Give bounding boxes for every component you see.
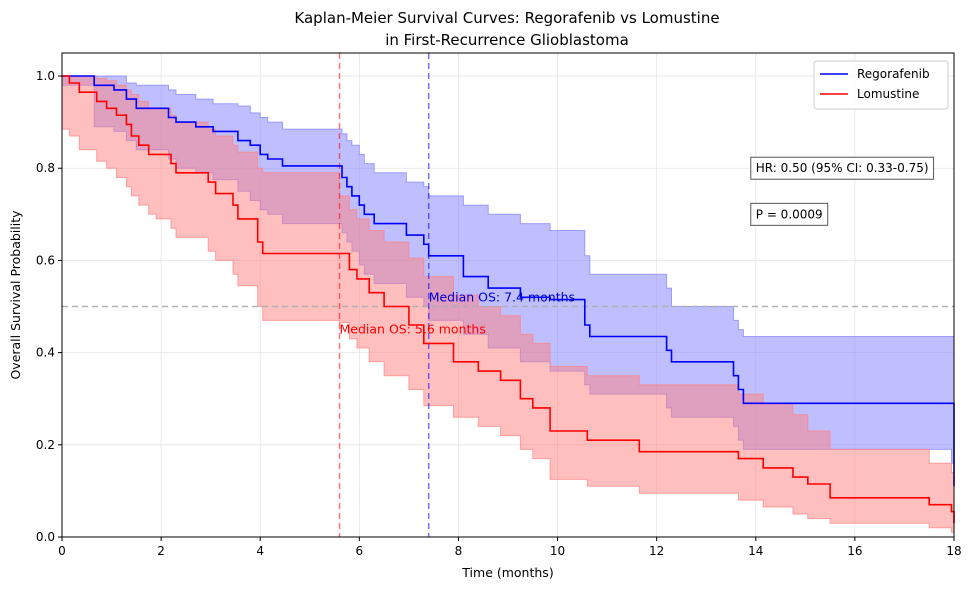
median-os-label: Median OS: 7.4 months	[429, 289, 575, 304]
legend-label-lomustine: Lomustine	[857, 87, 919, 101]
legend-box	[813, 60, 949, 110]
stat-boxes: HR: 0.50 (95% CI: 0.33-0.75) P = 0.0009	[750, 156, 935, 226]
legend-label-regorafenib: Regorafenib	[857, 67, 930, 81]
y-tick-label: 1.0	[36, 69, 55, 83]
median-os-label: Median OS: 5.6 months	[340, 322, 486, 337]
x-tick-label: 16	[847, 544, 862, 558]
x-tick-label: 10	[550, 544, 565, 558]
stat-box: HR: 0.50 (95% CI: 0.33-0.75)	[750, 156, 935, 180]
survival-curve-regorafenib	[62, 75, 955, 487]
x-tick-label: 2	[157, 544, 165, 558]
y-tick-label: 0.8	[36, 161, 55, 175]
chart-title-line1: Kaplan-Meier Survival Curves: Regorafeni…	[294, 9, 719, 27]
confidence-bands	[61, 75, 955, 533]
y-tick-label: 0.4	[36, 346, 55, 360]
stat-box-frame	[750, 156, 935, 180]
axis-ticks: 0 2 4 6 8 10 12 14 16 18 0.0 0.2 0.4 0.6 0.8 1.0	[36, 69, 962, 558]
chart-title-line2: in First-Recurrence Glioblastoma	[385, 31, 629, 49]
ci-band-lomustine	[61, 75, 955, 533]
median-annotations: Median OS: 7.4 months Median OS: 5.6 mont…	[340, 289, 576, 336]
x-tick-label: 0	[58, 544, 66, 558]
reference-lines	[62, 53, 954, 537]
plot-frame	[61, 52, 955, 538]
y-tick-label: 0.6	[36, 253, 55, 267]
x-tick-label: 8	[455, 544, 463, 558]
stat-text: HR: 0.50 (95% CI: 0.33-0.75)	[756, 161, 929, 175]
stat-text: P = 0.0009	[756, 207, 823, 221]
stat-box: P = 0.0009	[750, 202, 829, 226]
y-tick-label: 0.0	[36, 530, 55, 544]
x-tick-label: 18	[946, 544, 961, 558]
x-tick-label: 4	[256, 544, 264, 558]
survival-curves	[62, 75, 955, 524]
survival-curve-lomustine	[62, 75, 955, 524]
y-tick-label: 0.2	[36, 438, 55, 452]
x-axis-label: Time (months)	[461, 565, 553, 580]
x-tick-label: 14	[748, 544, 763, 558]
x-tick-label: 6	[356, 544, 364, 558]
stat-box-frame	[750, 202, 829, 226]
x-tick-label: 12	[649, 544, 664, 558]
legend: Regorafenib Lomustine	[813, 60, 949, 110]
y-axis-label: Overall Survival Probability	[8, 210, 23, 380]
